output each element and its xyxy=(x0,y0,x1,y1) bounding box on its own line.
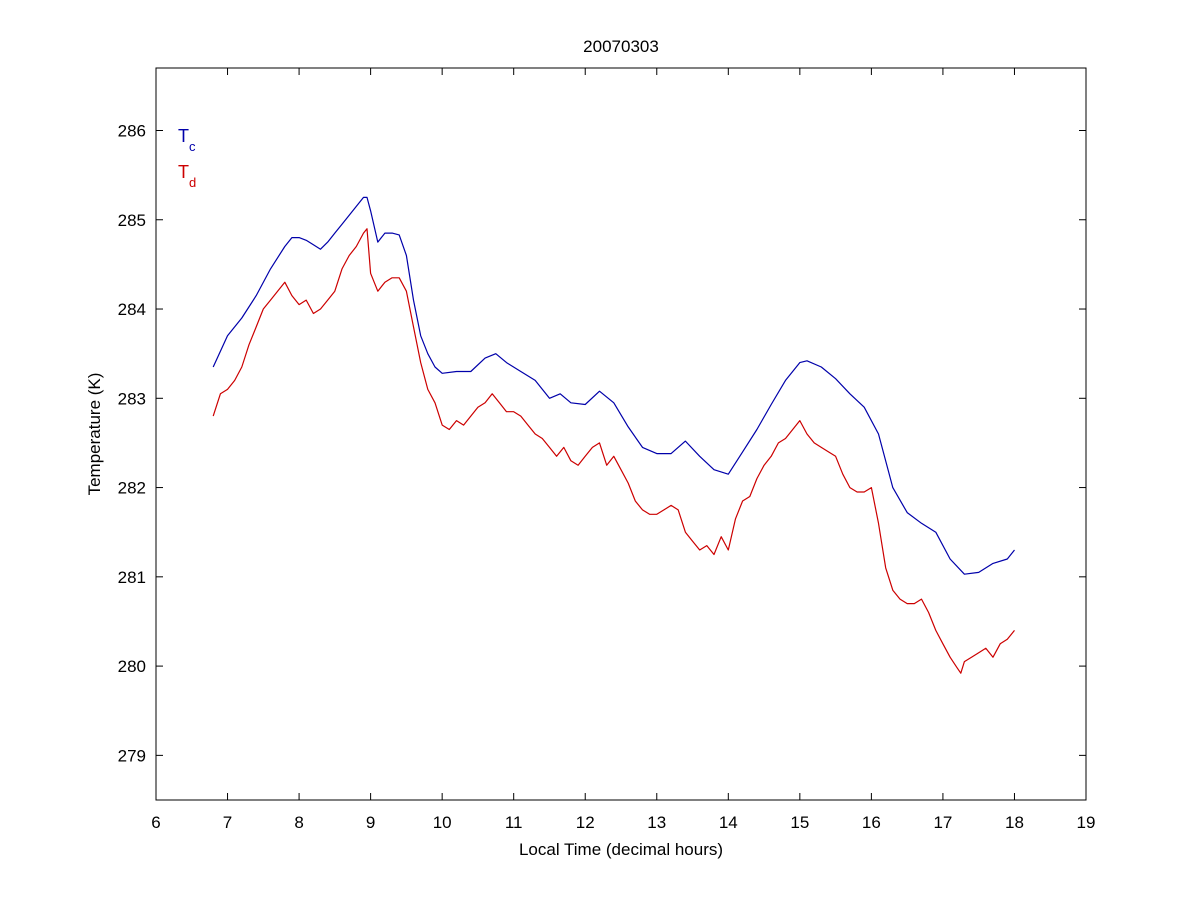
legend-td-subscript: d xyxy=(189,175,196,190)
y-axis-ticks: 279 280 281 282 283 284 285 286 xyxy=(118,121,1086,765)
x-tick-label: 15 xyxy=(790,813,809,832)
x-tick-label: 14 xyxy=(719,813,738,832)
x-tick-label: 6 xyxy=(151,813,160,832)
y-tick-label: 281 xyxy=(118,568,146,587)
x-axis-label: Local Time (decimal hours) xyxy=(519,840,723,859)
y-tick-label: 286 xyxy=(118,121,146,140)
x-tick-label: 13 xyxy=(647,813,666,832)
x-tick-label: 16 xyxy=(862,813,881,832)
x-tick-label: 12 xyxy=(576,813,595,832)
legend-tc-subscript: c xyxy=(189,139,196,154)
series-layer xyxy=(212,196,1015,674)
x-tick-label: 11 xyxy=(505,813,523,832)
x-tick-label: 17 xyxy=(933,813,952,832)
legend-td-name: T xyxy=(178,162,189,182)
x-tick-label: 7 xyxy=(223,813,232,832)
plot-area xyxy=(155,67,1087,801)
y-tick-label: 284 xyxy=(118,300,146,319)
series-line-tc xyxy=(212,196,1015,575)
legend-entry-td: Td xyxy=(178,162,196,190)
x-tick-label: 19 xyxy=(1077,813,1096,832)
y-tick-label: 280 xyxy=(118,657,146,676)
x-tick-label: 9 xyxy=(366,813,375,832)
chart-title: 20070303 xyxy=(583,37,659,56)
legend-entry-tc: Tc xyxy=(178,126,196,154)
y-tick-label: 285 xyxy=(118,211,146,230)
legend: Tc Td xyxy=(178,126,196,190)
y-tick-label: 282 xyxy=(118,479,146,498)
x-tick-label: 8 xyxy=(294,813,303,832)
y-tick-label: 279 xyxy=(118,746,146,765)
legend-tc-name: T xyxy=(178,126,189,146)
y-tick-label: 283 xyxy=(118,389,146,408)
x-tick-label: 18 xyxy=(1005,813,1024,832)
x-axis-ticks: 6 7 8 9 10 11 12 13 14 15 16 17 18 19 xyxy=(151,68,1095,832)
x-tick-label: 10 xyxy=(433,813,452,832)
y-axis-label: Temperature (K) xyxy=(85,373,104,496)
series-line-td xyxy=(212,228,1015,674)
